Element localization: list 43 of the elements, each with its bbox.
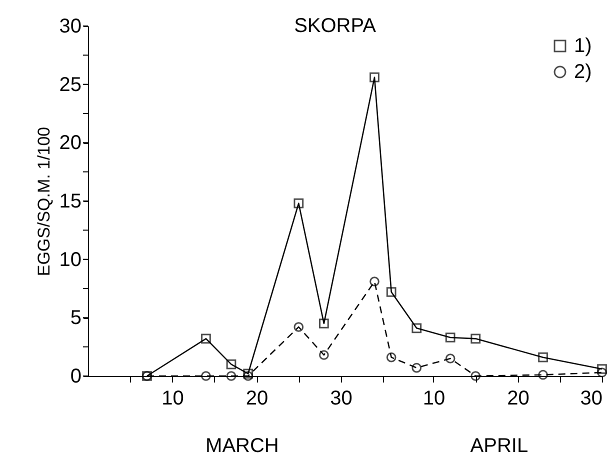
- text: MARCH: [206, 435, 279, 457]
- point: [226, 359, 236, 370]
- legend-label: 1): [574, 35, 592, 57]
- point: [538, 370, 548, 380]
- point: [386, 352, 396, 362]
- y-tick-label: 15: [59, 190, 82, 212]
- point: [319, 350, 329, 360]
- point: [226, 371, 236, 381]
- x-tick-label: 20: [246, 388, 268, 410]
- y-tick-label: 30: [59, 16, 82, 38]
- x-tick-label: 30: [330, 388, 352, 410]
- y-tick-label: 0: [70, 366, 82, 388]
- point: [445, 332, 456, 342]
- point: [370, 72, 380, 82]
- point: [319, 318, 329, 328]
- point: [597, 364, 607, 374]
- point: [243, 371, 254, 381]
- point: [294, 322, 304, 332]
- point: [243, 368, 254, 379]
- legend-label: 2): [574, 61, 592, 83]
- point: [597, 368, 607, 378]
- point: [470, 334, 481, 344]
- x-tick-label: 30: [580, 388, 602, 410]
- y-tick-label: 10: [59, 248, 82, 271]
- point: [412, 362, 422, 373]
- chart-title: SKORPA: [294, 15, 377, 37]
- point: [386, 287, 396, 297]
- point: [201, 334, 211, 344]
- point: [412, 323, 422, 334]
- x-tick-label: 10: [162, 388, 184, 410]
- x-tick-label: 20: [507, 388, 530, 410]
- point: [294, 198, 304, 208]
- y-tick-label: 25: [59, 74, 82, 96]
- y-tick-label: 20: [59, 132, 82, 154]
- y-tick-label: 5: [70, 307, 82, 330]
- x-tick-label: 10: [422, 388, 446, 410]
- y-axis-title: EGGS/SQ.M. 1/100: [34, 126, 54, 276]
- point: [538, 352, 548, 362]
- point: [201, 371, 211, 381]
- point: [370, 276, 380, 286]
- point: [445, 354, 456, 364]
- point: [470, 371, 481, 381]
- text: APRIL: [470, 435, 528, 457]
